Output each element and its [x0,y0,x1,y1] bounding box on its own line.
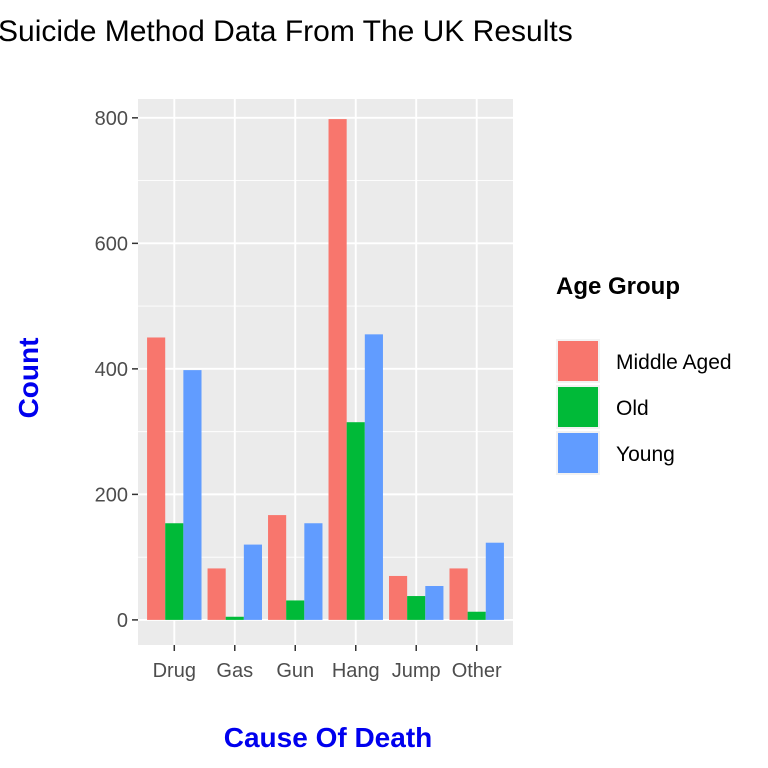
bar-young-gun [304,523,323,620]
bar-middle-aged-other [449,568,468,620]
x-tick-label: Drug [153,660,196,682]
legend-title: Age Group [556,273,680,300]
legend: Age Group Middle Aged Old Young [556,273,732,475]
x-axis: Drug Gas Gun Hang Jump Other [153,645,502,682]
bar-middle-aged-gas [207,568,226,620]
bar-old-drug [165,523,184,620]
legend-label: Middle Aged [616,351,732,374]
bar-young-other [485,542,504,620]
legend-swatch [558,387,598,427]
y-axis-title: Count [13,338,44,419]
bars [147,119,504,620]
x-tick-label: Jump [392,660,441,682]
y-tick-label: 200 [95,484,128,506]
bar-old-jump [407,596,426,620]
bar-young-gas [243,544,262,620]
y-tick-label: 800 [95,108,128,130]
bar-old-hang [346,422,365,620]
y-tick-label: 600 [95,233,128,255]
bar-old-gun [286,600,305,620]
chart-title: Suicide Method Data From The UK Results [0,15,573,48]
y-axis: 0 200 400 600 800 [95,108,138,632]
bar-middle-aged-gun [268,515,287,620]
x-tick-label: Gas [216,660,253,682]
legend-swatch [558,341,598,381]
legend-label: Young [616,443,675,466]
x-tick-label: Gun [276,660,314,682]
bar-middle-aged-jump [389,575,408,620]
bar-middle-aged-drug [147,337,166,620]
bar-old-other [467,611,486,620]
x-tick-label: Other [452,660,502,682]
legend-label: Old [616,397,649,420]
x-axis-title: Cause Of Death [224,722,433,753]
bar-middle-aged-hang [328,119,347,620]
x-tick-label: Hang [332,660,380,682]
y-tick-label: 400 [95,359,128,381]
bar-young-jump [425,586,444,620]
y-tick-label: 0 [117,610,128,632]
bar-old-gas [225,616,244,620]
legend-swatch [558,433,598,473]
bar-young-drug [183,370,202,620]
bar-young-hang [364,334,383,620]
